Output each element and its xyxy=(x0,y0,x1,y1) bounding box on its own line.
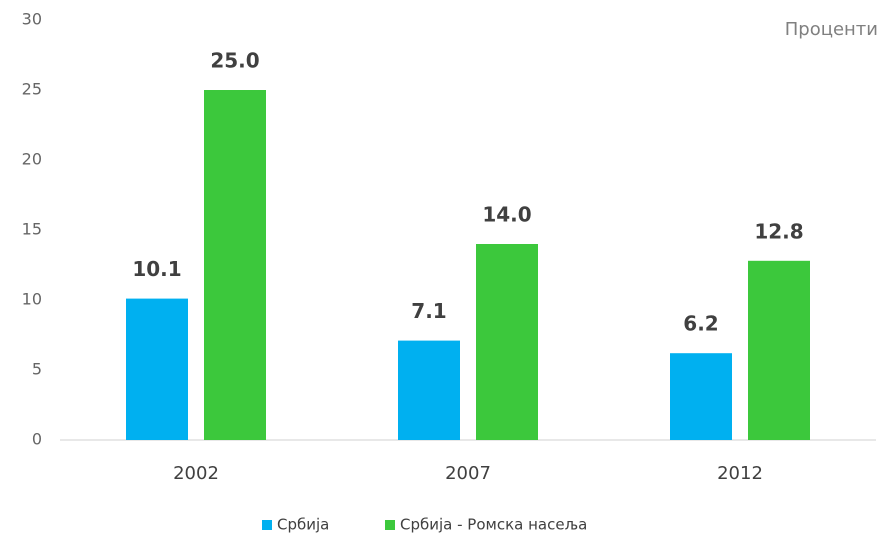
y-tick-label: 15 xyxy=(22,220,42,239)
bar xyxy=(398,340,460,440)
value-label: 7.1 xyxy=(411,299,446,323)
value-label: 25.0 xyxy=(210,49,259,73)
x-tick-label: 2012 xyxy=(717,463,763,484)
y-tick-label: 5 xyxy=(32,360,42,379)
x-tick-label: 2007 xyxy=(445,463,491,484)
x-tick-label: 2002 xyxy=(173,463,219,484)
value-label: 10.1 xyxy=(132,257,181,281)
legend-label: Србија xyxy=(277,516,329,534)
value-label: 12.8 xyxy=(754,219,803,243)
y-tick-label: 0 xyxy=(32,430,42,449)
unit-label: Проценти xyxy=(785,19,878,40)
bar xyxy=(670,353,732,440)
bar xyxy=(126,298,188,440)
y-tick-label: 10 xyxy=(22,290,42,309)
legend-swatch xyxy=(262,520,272,530)
legend-label: Србија - Ромска насеља xyxy=(400,516,587,534)
bar xyxy=(204,90,266,440)
value-label: 6.2 xyxy=(683,312,718,336)
y-tick-label: 30 xyxy=(22,10,42,29)
bar xyxy=(476,244,538,440)
y-tick-label: 25 xyxy=(22,80,42,99)
bar xyxy=(748,260,810,440)
value-label: 14.0 xyxy=(482,203,531,227)
legend-swatch xyxy=(385,520,395,530)
y-tick-label: 20 xyxy=(22,150,42,169)
